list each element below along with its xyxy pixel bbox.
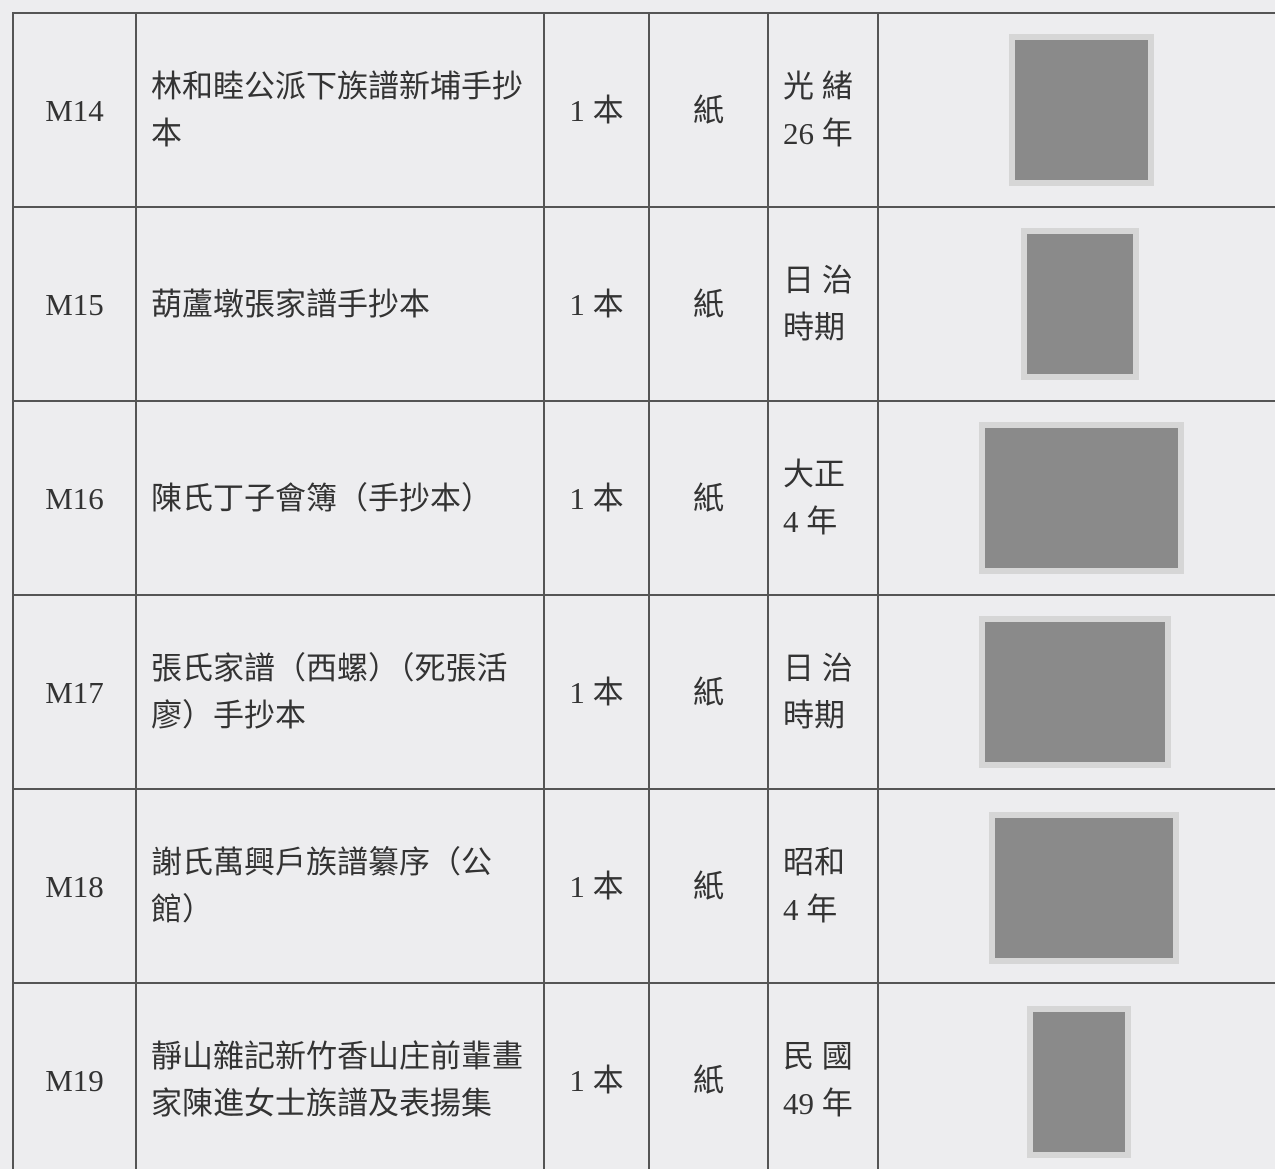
material-cell: 紙 (648, 788, 769, 984)
quantity-cell: 1 本 (543, 982, 650, 1169)
date-line: 民 國 (783, 1039, 853, 1074)
id-cell: M19 (12, 982, 137, 1169)
photo-cell (877, 594, 1275, 790)
date-line: 26 年 (783, 116, 853, 151)
date-line: 4 年 (783, 892, 838, 927)
material-cell: 紙 (648, 206, 769, 402)
quantity-cell: 1 本 (543, 788, 650, 984)
date-cell: 光 緒 26 年 (767, 12, 879, 208)
quantity-cell: 1 本 (543, 12, 650, 208)
date-line: 時期 (783, 310, 845, 345)
title-cell: 陳氏丁子會簿（手抄本） (135, 400, 545, 596)
date-line: 日 治 (783, 263, 853, 298)
date-cell: 日 治時期 (767, 206, 879, 402)
book-photo (989, 812, 1179, 964)
id-cell: M18 (12, 788, 137, 984)
material-cell: 紙 (648, 982, 769, 1169)
book-photo (1027, 1006, 1131, 1158)
table-row: M19 靜山雜記新竹香山庄前輩畫家陳進女士族譜及表揚集 1 本紙民 國 49 年 (12, 982, 1275, 1169)
title-cell: 林和睦公派下族譜新埔手抄本 (135, 12, 545, 208)
material-cell: 紙 (648, 594, 769, 790)
id-cell: M15 (12, 206, 137, 402)
quantity-cell: 1 本 (543, 400, 650, 596)
book-photo (1021, 228, 1139, 380)
id-cell: M17 (12, 594, 137, 790)
date-cell: 大正 4 年 (767, 400, 879, 596)
id-cell: M14 (12, 12, 137, 208)
date-line: 日 治 (783, 651, 853, 686)
id-cell: M16 (12, 400, 137, 596)
date-cell: 日 治時期 (767, 594, 879, 790)
date-line: 49 年 (783, 1086, 853, 1121)
table-body: M14 林和睦公派下族譜新埔手抄本 1 本紙光 緒 26 年 M15 葫蘆墩張家譜手抄本 1… (12, 12, 1275, 1169)
photo-cell (877, 206, 1275, 402)
title-cell: 靜山雜記新竹香山庄前輩畫家陳進女士族譜及表揚集 (135, 982, 545, 1169)
table-row: M15 葫蘆墩張家譜手抄本 1 本紙日 治時期 (12, 206, 1275, 402)
table-row: M18 謝氏萬興戶族譜纂序（公館） 1 本紙昭和 4 年 (12, 788, 1275, 984)
quantity-cell: 1 本 (543, 594, 650, 790)
catalog-table: M14 林和睦公派下族譜新埔手抄本 1 本紙光 緒 26 年 M15 葫蘆墩張家譜手抄本 1… (12, 12, 1275, 1169)
title-cell: 葫蘆墩張家譜手抄本 (135, 206, 545, 402)
date-cell: 民 國 49 年 (767, 982, 879, 1169)
date-cell: 昭和 4 年 (767, 788, 879, 984)
material-cell: 紙 (648, 400, 769, 596)
title-cell: 張氏家譜（西螺）（死張活廖）手抄本 (135, 594, 545, 790)
table-row: M16 陳氏丁子會簿（手抄本） 1 本紙大正 4 年 (12, 400, 1275, 596)
photo-cell (877, 400, 1275, 596)
photo-cell (877, 982, 1275, 1169)
date-line: 時期 (783, 698, 845, 733)
book-photo (979, 422, 1184, 574)
title-cell: 謝氏萬興戶族譜纂序（公館） (135, 788, 545, 984)
quantity-cell: 1 本 (543, 206, 650, 402)
photo-cell (877, 12, 1275, 208)
photo-cell (877, 788, 1275, 984)
material-cell: 紙 (648, 12, 769, 208)
date-line: 大正 (783, 457, 845, 492)
book-photo (1009, 34, 1154, 186)
table-row: M17 張氏家譜（西螺）（死張活廖）手抄本 1 本紙日 治時期 (12, 594, 1275, 790)
date-line: 光 緒 (783, 69, 853, 104)
date-line: 4 年 (783, 504, 838, 539)
table-row: M14 林和睦公派下族譜新埔手抄本 1 本紙光 緒 26 年 (12, 12, 1275, 208)
date-line: 昭和 (783, 845, 845, 880)
book-photo (979, 616, 1171, 768)
